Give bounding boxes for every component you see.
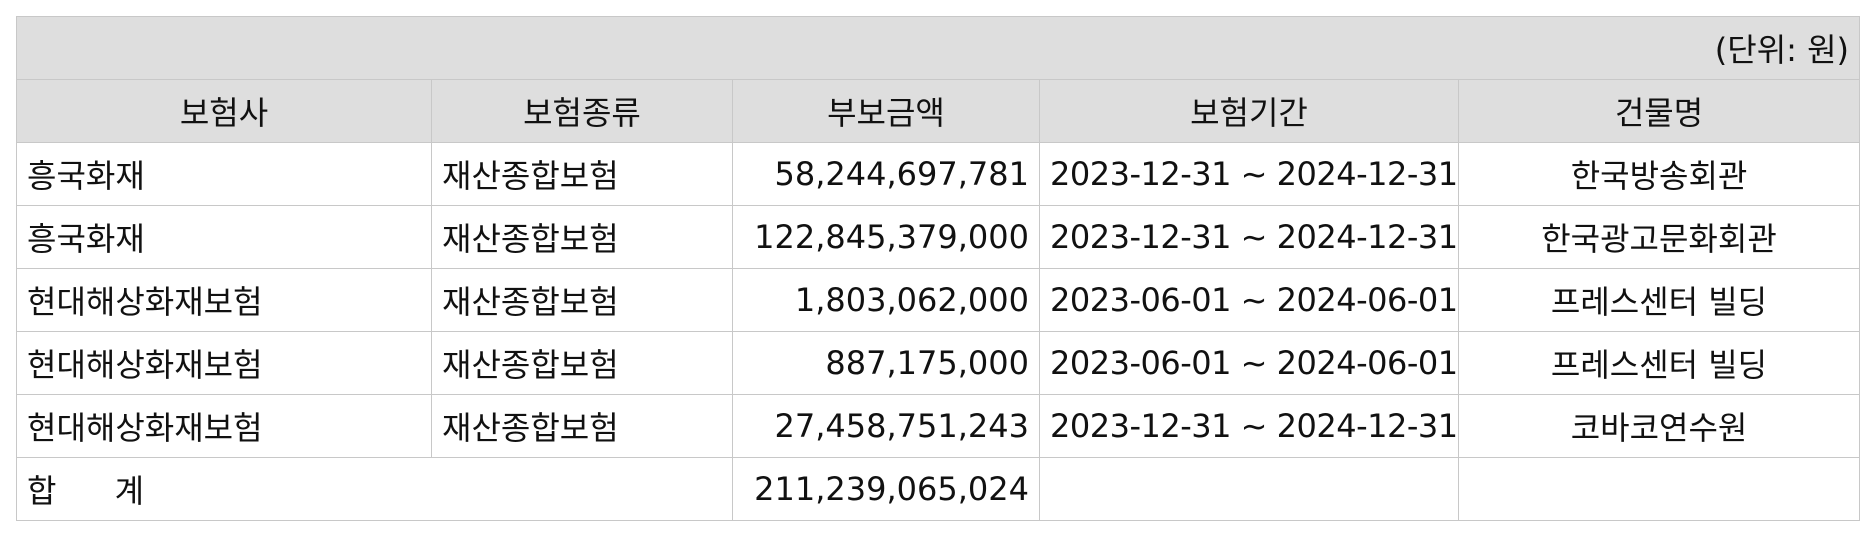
cell-insured-amount: 27,458,751,243 [732, 394, 1040, 458]
cell-building-name: 코바코연수원 [1457, 394, 1861, 458]
insurance-table: (단위: 원) 보험사 보험종류 부보금액 보험기간 건물명 흥국화재 재산종합… [15, 16, 1861, 521]
cell-building-name: 한국광고문화회관 [1457, 205, 1861, 269]
cell-insured-amount: 122,845,379,000 [732, 205, 1040, 269]
header-insurance-period: 보험기간 [1039, 79, 1459, 143]
cell-insurance-period: 2023-12-31 ~ 2024-12-31 [1039, 394, 1459, 458]
cell-insurance-type: 재산종합보험 [431, 142, 733, 206]
cell-insurer: 현대해상화재보험 [16, 268, 432, 332]
cell-insurer: 흥국화재 [16, 142, 432, 206]
header-insurance-type: 보험종류 [431, 79, 733, 143]
cell-insured-amount: 58,244,697,781 [732, 142, 1040, 206]
cell-insurance-period: 2023-12-31 ~ 2024-12-31 [1039, 142, 1459, 206]
cell-building-name: 프레스센터 빌딩 [1457, 268, 1861, 332]
unit-row: (단위: 원) [15, 16, 1861, 80]
cell-building-name: 프레스센터 빌딩 [1457, 331, 1861, 395]
cell-insurance-type: 재산종합보험 [431, 331, 733, 395]
cell-insurance-period: 2023-06-01 ~ 2024-06-01 [1039, 331, 1459, 395]
cell-insurer: 흥국화재 [16, 205, 432, 269]
cell-insured-amount: 1,803,062,000 [732, 268, 1040, 332]
total-amount: 211,239,065,024 [732, 457, 1040, 521]
table-row: 현대해상화재보험 재산종합보험 1,803,062,000 2023-06-01… [16, 268, 1861, 332]
cell-building-name: 한국방송회관 [1457, 142, 1861, 206]
cell-insurance-type: 재산종합보험 [431, 268, 733, 332]
table-row: 흥국화재 재산종합보험 122,845,379,000 2023-12-31 ~… [16, 205, 1861, 269]
cell-insurance-type: 재산종합보험 [431, 394, 733, 458]
total-empty-period [1039, 457, 1459, 521]
header-row: 보험사 보험종류 부보금액 보험기간 건물명 [16, 79, 1861, 143]
insurance-table-container: (단위: 원) 보험사 보험종류 부보금액 보험기간 건물명 흥국화재 재산종합… [15, 16, 1861, 521]
total-row: 합 계 211,239,065,024 [16, 457, 1861, 521]
total-label: 합 계 [16, 457, 733, 521]
cell-insured-amount: 887,175,000 [732, 331, 1040, 395]
table-row: 현대해상화재보험 재산종합보험 27,458,751,243 2023-12-3… [16, 394, 1861, 458]
header-insured-amount: 부보금액 [732, 79, 1040, 143]
total-empty-building [1457, 457, 1861, 521]
cell-insurer: 현대해상화재보험 [16, 394, 432, 458]
unit-note: (단위: 원) [15, 16, 1861, 80]
cell-insurance-type: 재산종합보험 [431, 205, 733, 269]
header-insurer: 보험사 [16, 79, 432, 143]
table-row: 흥국화재 재산종합보험 58,244,697,781 2023-12-31 ~ … [16, 142, 1861, 206]
header-building-name: 건물명 [1457, 79, 1861, 143]
cell-insurance-period: 2023-06-01 ~ 2024-06-01 [1039, 268, 1459, 332]
cell-insurance-period: 2023-12-31 ~ 2024-12-31 [1039, 205, 1459, 269]
table-row: 현대해상화재보험 재산종합보험 887,175,000 2023-06-01 ~… [16, 331, 1861, 395]
cell-insurer: 현대해상화재보험 [16, 331, 432, 395]
